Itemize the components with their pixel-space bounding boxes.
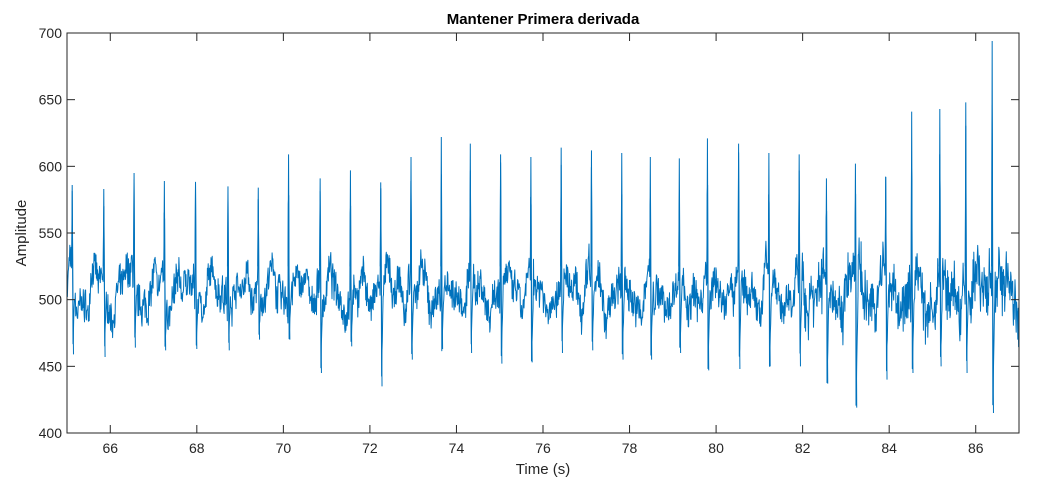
x-tick-label: 68: [189, 440, 205, 456]
peak-mark: [349, 170, 353, 347]
x-tick-label: 78: [622, 440, 638, 456]
peak-mark: [469, 143, 473, 354]
peak-mark: [678, 158, 682, 354]
x-tick-label: 80: [708, 440, 724, 456]
y-axis: 400 450 500 550 600 650 700: [39, 25, 1019, 441]
peak-mark: [590, 150, 594, 351]
y-tick-label: 600: [39, 158, 63, 174]
x-tick-label: 76: [535, 440, 551, 456]
peak-mark: [767, 152, 771, 367]
peak-mark: [257, 187, 261, 340]
plot-area: [66, 32, 1020, 434]
x-tick-label: 66: [102, 440, 118, 456]
peak-mark: [560, 147, 563, 354]
peak-mark: [287, 154, 291, 340]
x-tick-label: 72: [362, 440, 378, 456]
x-tick-label: 86: [968, 440, 984, 456]
y-tick-label: 550: [39, 225, 63, 241]
peak-mark: [529, 156, 533, 363]
peak-mark: [226, 186, 230, 351]
peak-mark: [194, 182, 198, 350]
peak-mark: [499, 154, 503, 364]
peak-mark: [964, 102, 968, 374]
y-tick-label: 400: [39, 425, 63, 441]
y-tick-label: 700: [39, 25, 63, 41]
peak-mark: [71, 184, 74, 355]
x-axis-label: Time (s): [516, 461, 570, 478]
peak-mark: [102, 188, 106, 358]
peak-mark: [798, 154, 801, 367]
peak-mark: [379, 182, 383, 387]
y-axis-label: Amplitude: [13, 200, 30, 267]
x-tick-label: 82: [795, 440, 811, 456]
x-tick-label: 74: [449, 440, 465, 456]
x-tick-label: 84: [881, 440, 897, 456]
peak-mark: [825, 178, 829, 384]
peak-mark: [133, 172, 136, 348]
y-tick-label: 650: [39, 92, 63, 108]
chart-title: Mantener Primera derivada: [447, 11, 640, 28]
x-tick-label: 70: [276, 440, 292, 456]
plot-background: [67, 33, 1019, 433]
peak-mark: [910, 111, 914, 374]
y-tick-label: 450: [39, 358, 63, 374]
peak-mark: [938, 108, 942, 367]
peak-mark: [163, 180, 167, 351]
peak-mark: [620, 152, 624, 360]
peak-mark: [854, 163, 858, 408]
peak-mark: [649, 156, 653, 360]
series-line: [66, 104, 1020, 406]
peak-mark: [319, 178, 322, 374]
peak-mark: [440, 136, 444, 350]
y-tick-label: 500: [39, 292, 63, 308]
x-axis: 66 68 70 72 74 76 78 80 82 84 86: [102, 33, 984, 456]
peak-mark: [884, 176, 888, 380]
peak-mark: [409, 156, 413, 360]
peak-mark: [737, 143, 741, 370]
peak-mark: [991, 40, 994, 414]
peak-mark: [706, 138, 710, 371]
